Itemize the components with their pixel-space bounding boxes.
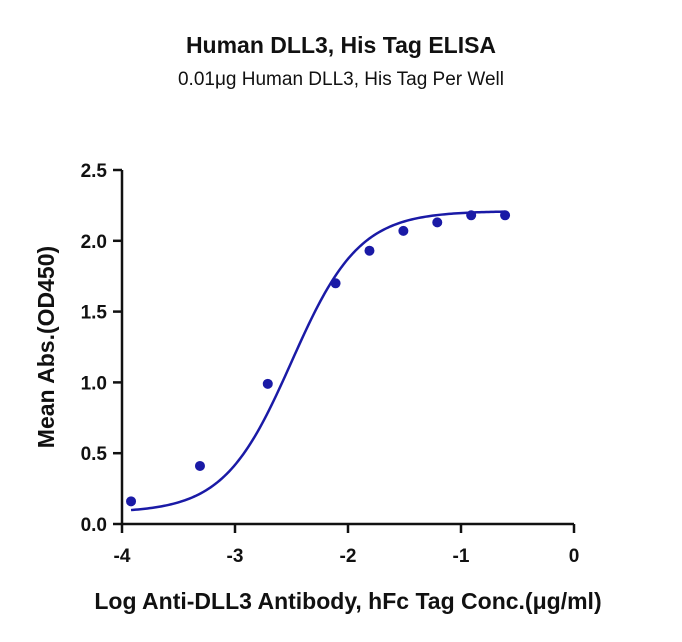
x-axis-title: Log Anti-DLL3 Antibody, hFc Tag Conc.(μg… [94, 588, 601, 614]
data-point [398, 225, 409, 236]
x-tick-label: -1 [453, 546, 470, 567]
y-tick-label: 0.5 [81, 444, 108, 465]
data-point [466, 210, 477, 221]
fit-curve [130, 210, 506, 512]
chart-subtitle: 0.01μg Human DLL3, His Tag Per Well [177, 69, 504, 90]
y-tick-label: 0.0 [81, 515, 107, 536]
x-tick-label: -3 [227, 546, 244, 567]
y-tick-label: 1.5 [81, 303, 108, 324]
data-point [432, 217, 443, 228]
x-tick-label: -4 [114, 546, 131, 567]
data-point [500, 210, 511, 221]
x-tick-label: -2 [340, 546, 357, 567]
y-ticks: 0.0 0.5 1.0 1.5 2.0 2.5 [81, 161, 122, 536]
data-point [330, 278, 341, 289]
x-ticks: -4 -3 -2 -1 0 [114, 524, 580, 567]
y-axis-title: Mean Abs.(OD450) [33, 246, 59, 448]
data-point [194, 460, 205, 471]
axes [120, 170, 574, 526]
data-point [126, 496, 137, 507]
data-point [364, 245, 375, 256]
y-tick-label: 1.0 [81, 373, 107, 394]
chart-title: Human DLL3, His Tag ELISA [185, 32, 497, 58]
y-tick-label: 2.0 [81, 232, 107, 253]
data-point [262, 378, 273, 389]
x-tick-label: 0 [569, 546, 580, 567]
y-tick-label: 2.5 [81, 161, 108, 182]
data-points [126, 210, 511, 507]
